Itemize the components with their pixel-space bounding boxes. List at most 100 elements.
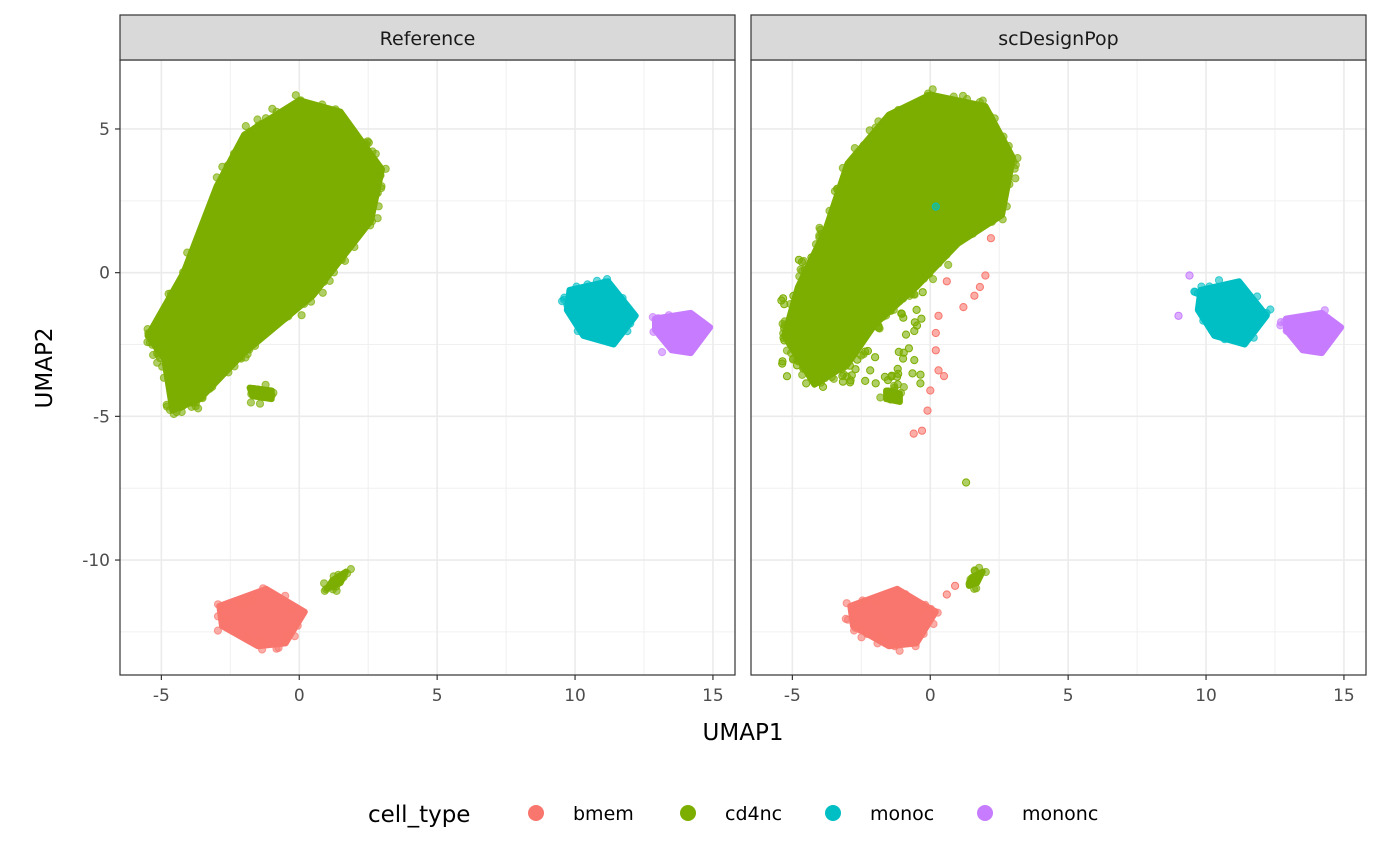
major-gridlines bbox=[120, 60, 735, 675]
point-cd4nc bbox=[218, 162, 227, 171]
point-cd4nc bbox=[910, 290, 919, 299]
point-monoc bbox=[1220, 285, 1229, 294]
point-cd4nc bbox=[261, 380, 270, 389]
point-bmem bbox=[237, 600, 246, 609]
point-cd4nc bbox=[210, 375, 219, 384]
x-tick-label: 15 bbox=[1333, 686, 1355, 706]
legend-label-cd4nc: cd4nc bbox=[725, 803, 782, 825]
point-cd4nc bbox=[339, 245, 348, 254]
point-cd4nc bbox=[1010, 164, 1019, 173]
point-monoc bbox=[1208, 319, 1217, 329]
point-bmem bbox=[901, 590, 910, 599]
point-cd4nc bbox=[873, 130, 882, 139]
point-bmem bbox=[959, 303, 968, 312]
point-cd4nc bbox=[328, 582, 337, 591]
point-bmem bbox=[872, 597, 881, 606]
strip-label: Reference bbox=[380, 28, 476, 50]
x-axis-ticks: -5 0 5 10 15 bbox=[784, 675, 1355, 706]
point-cd4nc bbox=[230, 362, 239, 371]
point-cd4nc bbox=[1000, 183, 1009, 192]
point-cd4nc bbox=[864, 141, 873, 150]
legend-key-bmem bbox=[528, 805, 544, 821]
point-cd4nc bbox=[164, 363, 173, 373]
point-cd4nc bbox=[856, 337, 865, 347]
point-cd4nc bbox=[994, 195, 1004, 204]
point-cd4nc bbox=[990, 114, 999, 123]
point-cd4nc bbox=[998, 215, 1007, 224]
point-cd4nc bbox=[794, 255, 804, 264]
point-cd4nc bbox=[822, 230, 831, 240]
point-cd4nc bbox=[293, 105, 302, 114]
point-cd4nc bbox=[919, 274, 929, 283]
legend-key-mononc bbox=[977, 805, 993, 821]
point-bmem bbox=[930, 607, 939, 616]
point-bmem bbox=[857, 633, 866, 642]
data-points bbox=[777, 85, 1345, 655]
legend-title: cell_type bbox=[368, 802, 470, 828]
point-monoc bbox=[1214, 276, 1224, 285]
point-cd4nc bbox=[267, 391, 276, 400]
point-cd4nc bbox=[962, 478, 971, 487]
point-cd4nc bbox=[348, 129, 358, 138]
point-mononc bbox=[1174, 311, 1183, 320]
point-cd4nc bbox=[899, 354, 908, 363]
point-cd4nc bbox=[250, 341, 260, 350]
point-cd4nc bbox=[367, 183, 377, 192]
point-cd4nc bbox=[800, 265, 810, 274]
point-cd4nc bbox=[975, 563, 984, 572]
point-cd4nc bbox=[886, 306, 895, 315]
point-cd4nc bbox=[901, 330, 911, 339]
point-cd4nc bbox=[332, 257, 341, 266]
point-cd4nc bbox=[991, 137, 1000, 146]
point-cd4nc bbox=[306, 297, 316, 306]
point-cd4nc bbox=[951, 240, 961, 249]
point-cd4nc bbox=[245, 345, 254, 354]
point-bmem bbox=[858, 596, 867, 605]
point-cd4nc bbox=[177, 407, 186, 417]
point-cd4nc bbox=[211, 197, 220, 206]
point-cd4nc bbox=[899, 294, 908, 303]
point-cd4nc bbox=[867, 321, 876, 330]
point-cd4nc bbox=[827, 373, 836, 382]
point-cd4nc bbox=[820, 372, 829, 381]
point-cd4nc bbox=[893, 392, 902, 401]
point-cd4nc bbox=[261, 114, 270, 123]
x-tick-label: 5 bbox=[432, 686, 443, 706]
point-cd4nc bbox=[853, 355, 862, 364]
point-cd4nc bbox=[780, 317, 789, 326]
point-cd4nc bbox=[918, 288, 927, 297]
point-mononc bbox=[656, 322, 665, 331]
point-bmem bbox=[921, 600, 930, 610]
point-cd4nc bbox=[845, 361, 855, 370]
point-cd4nc bbox=[792, 361, 802, 370]
point-monoc bbox=[570, 311, 580, 320]
point-bmem bbox=[951, 581, 960, 591]
point-cd4nc bbox=[880, 117, 890, 126]
point-cd4nc bbox=[1011, 174, 1020, 183]
point-cd4nc bbox=[188, 247, 197, 256]
point-cd4nc bbox=[916, 379, 925, 388]
strip-background bbox=[750, 14, 1367, 61]
point-mononc bbox=[658, 348, 667, 357]
x-axis-ticks: -5 0 5 10 15 bbox=[153, 675, 724, 706]
point-bmem bbox=[213, 600, 223, 609]
point-cd4nc bbox=[968, 229, 977, 238]
point-cd4nc bbox=[243, 337, 252, 347]
y-tick-label: 5 bbox=[99, 120, 110, 140]
point-cd4nc bbox=[910, 356, 919, 365]
point-cd4nc bbox=[1007, 154, 1016, 163]
point-cd4nc bbox=[834, 198, 843, 208]
point-cd4nc bbox=[374, 202, 383, 211]
panel-scdesignpop: scDesignPop -5 0 5 10 15 bbox=[750, 14, 1367, 706]
point-monoc bbox=[931, 202, 940, 211]
point-monoc bbox=[583, 329, 593, 338]
point-cd4nc bbox=[345, 239, 354, 248]
point-bmem bbox=[850, 626, 859, 635]
point-cd4nc bbox=[778, 357, 787, 366]
point-cd4nc bbox=[361, 207, 370, 216]
point-bmem bbox=[942, 590, 951, 599]
point-cd4nc bbox=[826, 223, 835, 232]
point-cd4nc bbox=[911, 99, 920, 108]
legend-label-mononc: mononc bbox=[1022, 803, 1098, 825]
